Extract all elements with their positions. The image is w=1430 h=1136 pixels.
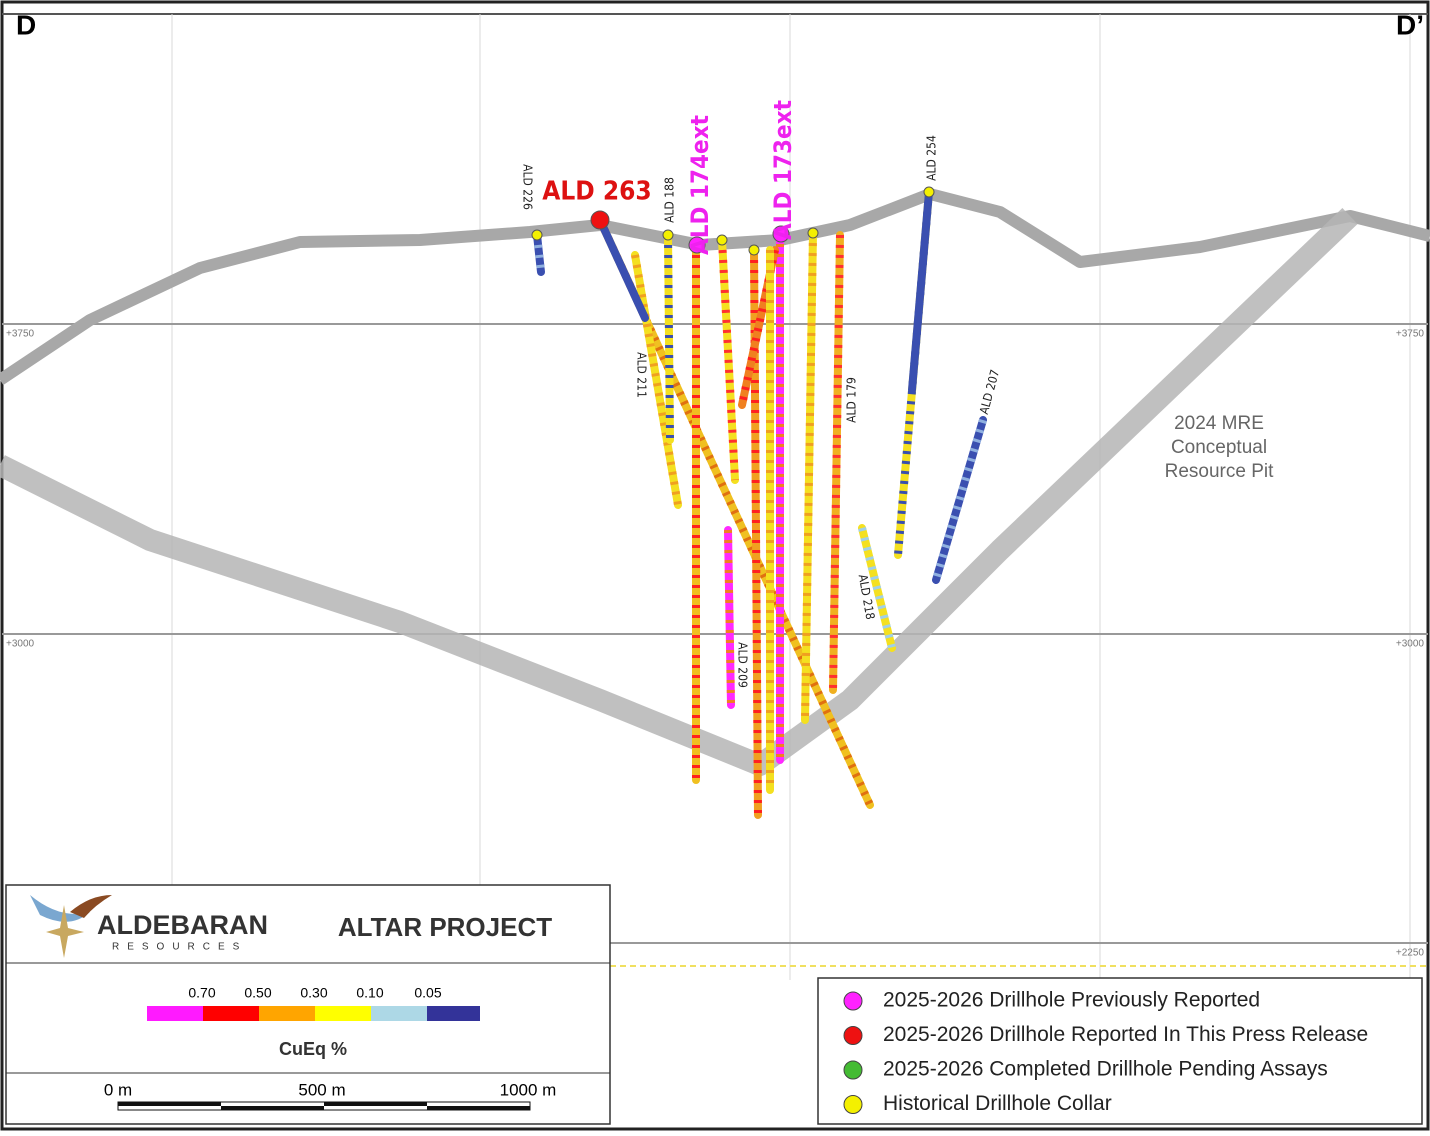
logo-star	[46, 905, 84, 958]
resource-pit	[0, 208, 1358, 776]
drillhole-trace	[829, 231, 844, 694]
drillhole-label: ALD 254	[925, 135, 939, 181]
threshold: 0.70	[188, 985, 215, 1001]
drillhole-assay	[596, 218, 874, 807]
drillholes	[531, 186, 987, 819]
elev-left: +3000	[6, 639, 35, 650]
scale-label: 1000 m	[500, 1080, 557, 1099]
pit-label: 2024 MRE Conceptual Resource Pit	[1165, 413, 1274, 482]
drillhole-assay	[750, 249, 762, 816]
legend: 2025-2026 Drillhole Previously Reported 2…	[817, 977, 1423, 1125]
drillhole-assay	[738, 249, 779, 406]
pit-label-line: Conceptual	[1171, 437, 1267, 458]
threshold: 0.10	[356, 985, 383, 1001]
threshold: 0.05	[414, 985, 441, 1001]
title-block: ALDEBARAN RESOURCES ALTAR PROJECT 0.70 0…	[5, 884, 611, 1125]
drillhole-trace	[908, 188, 933, 394]
scale-label: 0 m	[104, 1080, 132, 1099]
legend-label: 2025-2026 Drillhole Reported In This Pre…	[883, 1023, 1368, 1046]
elev-left: +3750	[6, 329, 35, 340]
legend-marker	[843, 1026, 863, 1045]
elevation-labels: +3750 +3750 +3000 +3000 +2250	[6, 329, 1424, 959]
grid	[171, 14, 1411, 980]
drillhole-label: ALD 263	[542, 177, 651, 207]
legend-label: Historical Drillhole Collar	[883, 1092, 1112, 1115]
elev-right: +3000	[1396, 639, 1425, 650]
section-right: D’	[1396, 9, 1424, 40]
section-left: D	[16, 9, 36, 40]
grade-thresholds: 0.70 0.50 0.30 0.10 0.05	[188, 985, 441, 1001]
drillhole-label: ALD 226	[521, 164, 535, 210]
legend-items: 2025-2026 Drillhole Previously Reported 2…	[843, 989, 1368, 1115]
drillhole-label: ALD 188	[663, 177, 677, 223]
drillhole-labels: ALD 226 ALD 263 ALD 188 ALD 174ext ALD 173ex…	[521, 100, 1003, 688]
grade-bar	[147, 1006, 480, 1021]
legend-label: 2025-2026 Drillhole Previously Reported	[883, 989, 1260, 1012]
collar	[716, 234, 728, 246]
drillhole-assay	[858, 527, 896, 649]
drillhole-trace	[724, 526, 735, 709]
pit-label-line: 2024 MRE	[1174, 413, 1264, 434]
project-title: ALTAR PROJECT	[338, 912, 552, 942]
collar	[590, 210, 610, 230]
drillhole-assay	[631, 254, 682, 506]
pit-label-line: Resource Pit	[1165, 461, 1274, 482]
collar	[748, 244, 760, 256]
collar	[923, 186, 935, 198]
collar	[772, 225, 790, 243]
company-name: ALDEBARAN	[97, 910, 268, 940]
legend-marker	[843, 1095, 863, 1114]
drillhole-label: ALD 174ext	[686, 115, 714, 255]
scale-label: 500 m	[298, 1080, 345, 1099]
legend-marker	[843, 1060, 863, 1080]
legend-label: 2025-2026 Completed Drillhole Pending As…	[883, 1058, 1328, 1081]
elev-right: +2250	[1396, 948, 1425, 959]
elev-right: +3750	[1396, 329, 1425, 340]
company-sub: RESOURCES	[112, 942, 247, 953]
drillhole-label: ALD 179	[845, 377, 859, 423]
drillhole-trace	[596, 216, 649, 322]
legend-marker	[843, 991, 863, 1011]
logo-swoosh	[70, 895, 112, 918]
scale-labels: 0 m 500 m 1000 m	[104, 1080, 557, 1099]
drillhole-assay	[664, 234, 674, 441]
collar	[807, 227, 819, 239]
collar	[531, 229, 543, 241]
drillhole-assay	[801, 232, 817, 721]
drillhole-label: ALD 173ext	[769, 100, 797, 240]
drillhole-label: ALD 209	[736, 642, 750, 688]
drillhole-label: ALD 211	[635, 352, 649, 398]
elevation-lines	[2, 323, 1428, 944]
threshold: 0.30	[300, 985, 327, 1001]
threshold: 0.50	[244, 985, 271, 1001]
grade-title: CuEq %	[279, 1039, 347, 1059]
topography	[0, 188, 1430, 385]
collar	[662, 229, 674, 241]
drillhole-assay	[533, 234, 545, 273]
drillhole-assay	[718, 239, 739, 481]
drillhole-trace	[932, 416, 987, 584]
collar	[688, 236, 706, 254]
scale-bar	[117, 1101, 531, 1111]
logo-swoosh	[30, 895, 90, 922]
